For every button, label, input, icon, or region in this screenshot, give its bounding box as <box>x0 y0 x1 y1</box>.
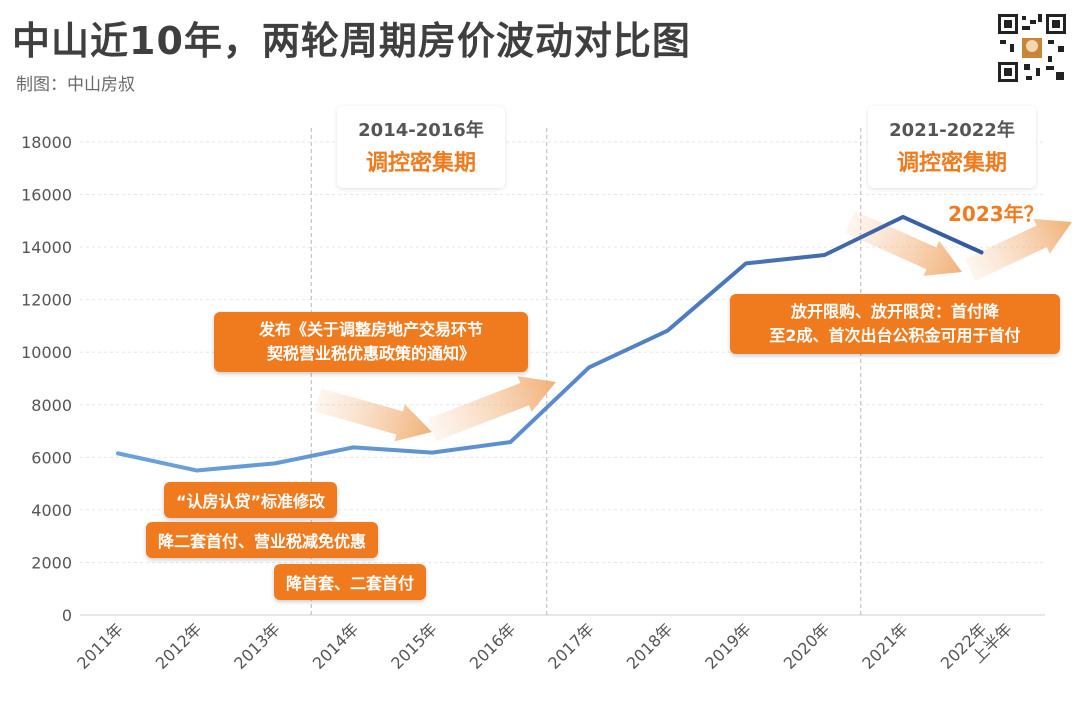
trend-arrow-shape <box>964 218 1073 281</box>
callout-policy-2016-line1: 发布《关于调整房地产交易环节 <box>258 320 483 339</box>
x-tick-label-text: 2017年 <box>544 619 598 673</box>
callout-policy-c: 降首套、二套首付 <box>274 564 427 600</box>
y-tick-label: 10000 <box>21 343 72 362</box>
callout-policy-b: 降二套首付、营业税减免优惠 <box>146 522 379 558</box>
period-box-bg <box>868 106 1036 188</box>
trend-arrow <box>964 218 1073 281</box>
x-tick-label-text: 2018年 <box>623 619 677 673</box>
x-tick-label: 2017年 <box>544 619 598 673</box>
qr-code-icon <box>996 12 1068 84</box>
x-tick-label: 2018年 <box>623 619 677 673</box>
y-tick-label: 12000 <box>21 291 72 310</box>
y-tick-label: 18000 <box>21 133 72 152</box>
x-tick-label: 2019年 <box>701 619 755 673</box>
y-tick-label: 2000 <box>31 553 72 572</box>
x-tick-label-text: 2013年 <box>230 619 284 673</box>
trend-arrow-shape <box>845 211 963 276</box>
callout-policy-a: “认房认贷”标准修改 <box>164 482 338 518</box>
x-tick-label-text: 2020年 <box>780 619 834 673</box>
y-tick-label: 16000 <box>21 186 72 205</box>
x-tick-label: 2021年 <box>858 619 912 673</box>
chart-title: 中山近10年，两轮周期房价波动对比图 <box>12 19 691 63</box>
period-years: 2021-2022年 <box>889 119 1015 141</box>
period-label: 调控密集期 <box>366 150 476 176</box>
series-line <box>116 214 984 473</box>
period-label: 调控密集期 <box>897 150 1007 176</box>
x-tick-label-text: 2021年 <box>858 619 912 673</box>
chart-subtitle: 制图：中山房叔 <box>16 75 135 95</box>
trend-arrow <box>427 376 556 442</box>
x-tick-label-text: 2011年 <box>73 619 127 673</box>
callout-policy-2022: 放开限购、放开限贷：首付降 至2成、首次出台公积金可用于首付 <box>730 294 1060 354</box>
trend-arrow <box>314 388 432 442</box>
x-tick-label: 2015年 <box>387 619 441 673</box>
callout-policy-2016: 发布《关于调整房地产交易环节 契税营业税优惠政策的通知》 <box>214 312 528 372</box>
y-tick-label: 8000 <box>31 396 72 415</box>
period-years: 2014-2016年 <box>358 119 484 141</box>
y-tick-label: 6000 <box>31 448 72 467</box>
callout-policy-2022-line2: 至2成、首次出台公积金可用于首付 <box>769 326 1021 345</box>
x-tick-label-text: 2016年 <box>466 619 520 673</box>
x-tick-label: 2016年 <box>466 619 520 673</box>
future-2023-label: 2023年？ <box>948 202 1044 226</box>
y-tick-label: 4000 <box>31 501 72 520</box>
x-tick-label: 2011年 <box>73 619 127 673</box>
trend-arrow-shape <box>314 388 432 442</box>
x-tick-label: 2013年 <box>230 619 284 673</box>
x-tick-label-text: 2012年 <box>152 619 206 673</box>
callout-policy-2016-line2: 契税营业税优惠政策的通知》 <box>266 344 475 363</box>
y-tick-label: 0 <box>62 606 72 625</box>
x-tick-label: 2020年 <box>780 619 834 673</box>
callout-policy-2022-line1: 放开限购、放开限贷：首付降 <box>790 302 999 321</box>
x-tick-label-text: 2015年 <box>387 619 441 673</box>
y-tick-label: 14000 <box>21 238 72 257</box>
x-tick-label-text: 2019年 <box>701 619 755 673</box>
x-tick-label: 2014年 <box>309 619 363 673</box>
x-tick-label: 2012年 <box>152 619 206 673</box>
trend-arrow-shape <box>427 376 556 442</box>
period-box-bg <box>337 106 505 188</box>
trend-arrow <box>845 211 963 276</box>
x-tick-label-text: 2014年 <box>309 619 363 673</box>
